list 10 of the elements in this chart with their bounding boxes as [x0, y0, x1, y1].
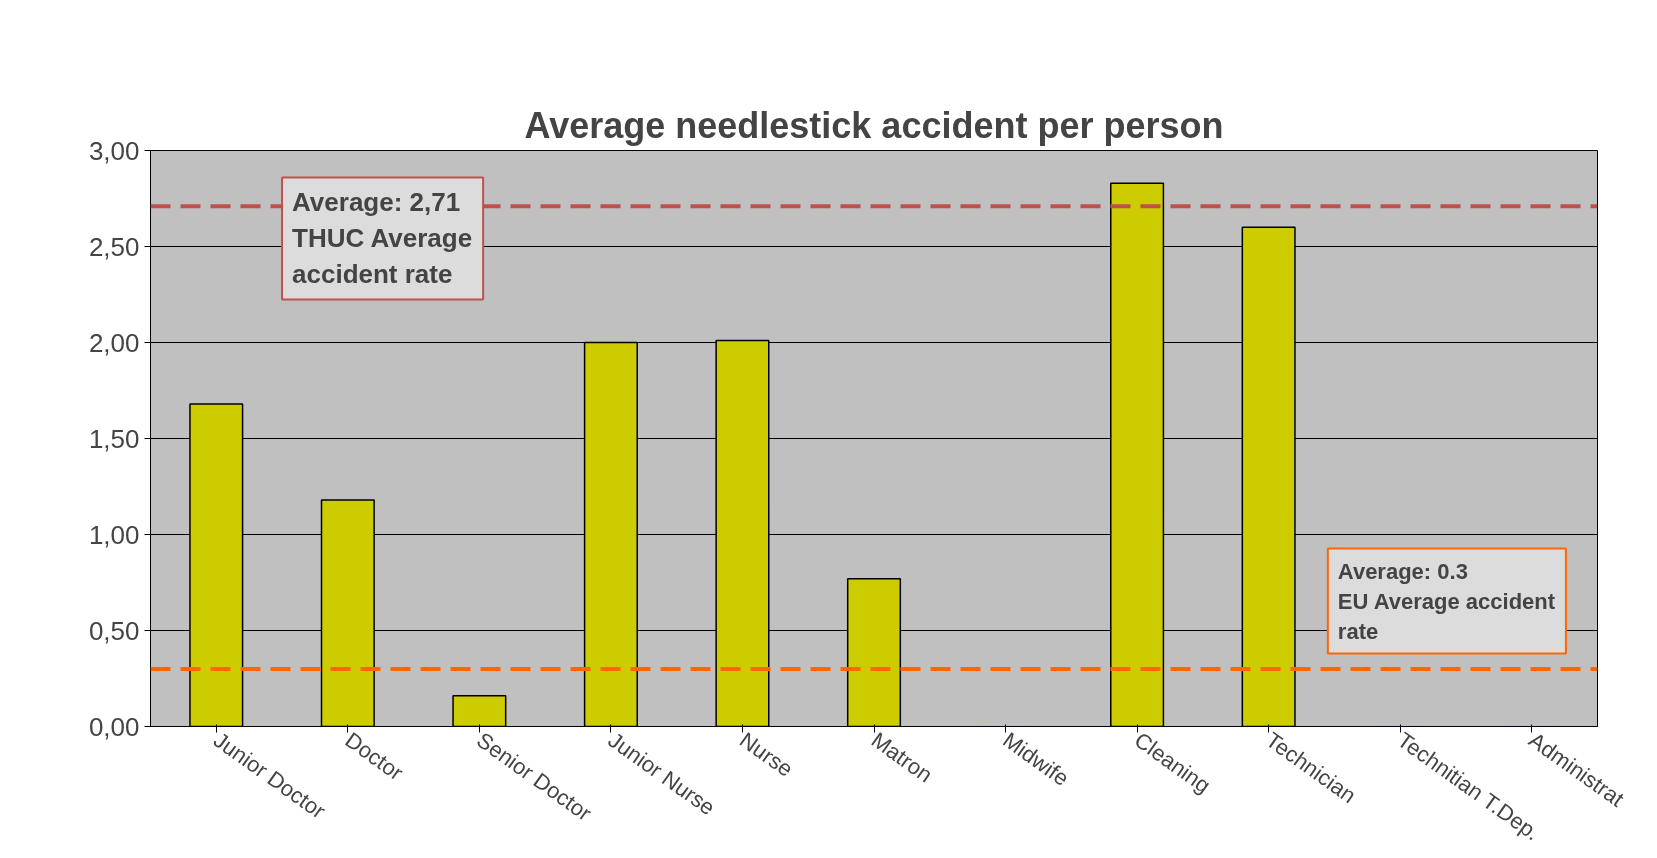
ref-line-label: Average: 2,71 THUC Average accident rate	[292, 187, 473, 290]
y-tick-label: 0,00	[88, 711, 140, 742]
y-tick-label: 1,00	[88, 519, 140, 550]
y-tick-label: 2,50	[88, 231, 140, 262]
y-tick-label: 1,50	[88, 423, 140, 454]
y-tick-label: 3,00	[88, 135, 140, 166]
y-tick-label: 2,00	[88, 327, 140, 358]
y-tick-label: 0,50	[88, 615, 140, 646]
chart-title: Average needlestick accident per person	[524, 104, 1224, 146]
ref-line-label: Average: 0.3 EU Average accident rate	[1337, 558, 1556, 644]
